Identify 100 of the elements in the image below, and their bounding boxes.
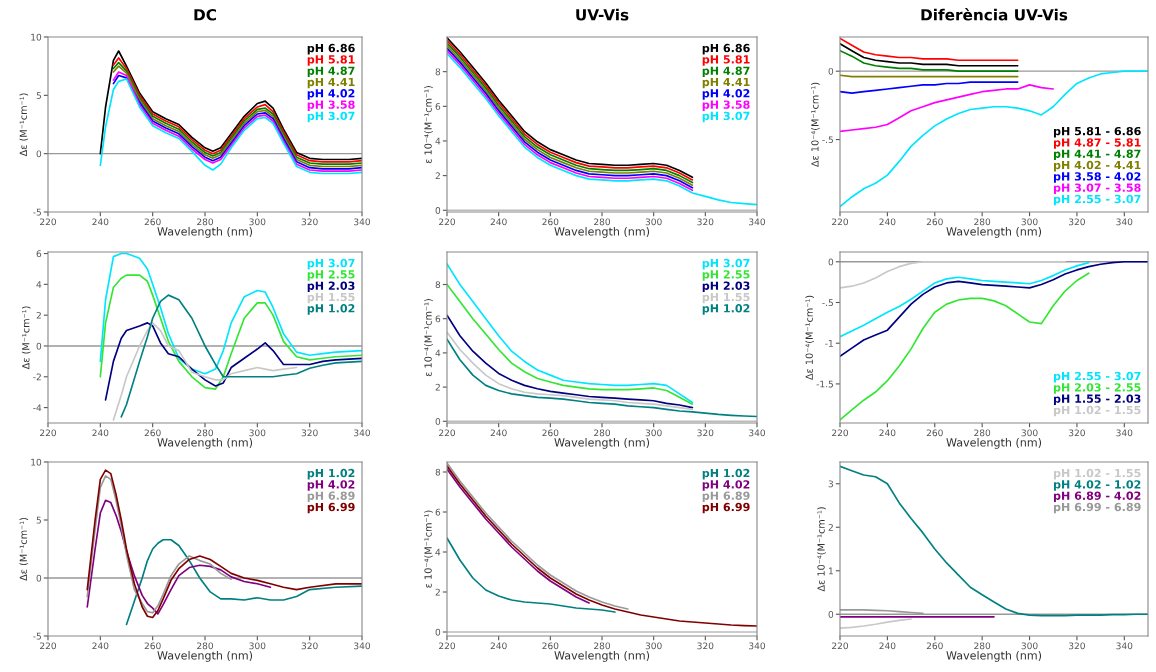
x-tick-label: 240 <box>490 642 507 650</box>
y-tick-label: 6 <box>36 250 42 258</box>
y-axis-title: ε 10⁻⁴(M⁻¹cm⁻¹) <box>424 299 433 377</box>
x-tick-label: 240 <box>92 218 109 226</box>
text: pH 6.86 <box>307 43 355 55</box>
x-tick-label: 320 <box>697 642 714 650</box>
text: pH 4.87 <box>702 66 750 78</box>
text: pH 4.02 - 1.02 <box>1053 480 1141 491</box>
y-tick-label: 0 <box>435 418 441 425</box>
x-tick-label: 320 <box>1069 642 1085 650</box>
y-tick-label: -5 <box>33 632 41 640</box>
x-tick-label: 260 <box>144 642 161 650</box>
x-tick-label: 300 <box>249 218 266 226</box>
text: pH 6.99 <box>307 502 355 514</box>
y-tick-label: 6 <box>435 508 441 516</box>
x-tick-label: 340 <box>749 218 766 226</box>
y-axis-title: Δε (M⁻¹cm⁻¹) <box>19 517 29 581</box>
y-tick-label: 2 <box>435 383 440 391</box>
text: pH 6.89 - 4.02 <box>1053 491 1141 503</box>
y-tick-label: 0 <box>435 207 441 214</box>
y-tick-label: -4 <box>33 404 42 412</box>
text: pH 3.07 - 3.58 <box>1053 183 1141 195</box>
x-tick-label: 300 <box>645 429 662 437</box>
y-tick-label: 8 <box>435 68 441 76</box>
x-tick-label: 320 <box>1069 429 1085 437</box>
x-tick-label: 280 <box>594 429 611 437</box>
x-axis-title: Wavelength (nm) <box>554 650 650 662</box>
text: pH 3.58 - 4.02 <box>1053 172 1141 183</box>
y-tick-label: 8 <box>435 281 441 289</box>
y-tick-label: 4 <box>435 137 441 145</box>
x-tick-label: 320 <box>1069 218 1085 226</box>
y-tick-label: 4 <box>435 548 441 556</box>
x-tick-label: 220 <box>832 429 849 437</box>
x-tick-label: 300 <box>1021 218 1038 226</box>
x-tick-label: 300 <box>1021 642 1038 650</box>
x-tick-label: 320 <box>301 429 318 437</box>
text: pH 4.41 <box>307 77 355 89</box>
y-tick-label: 6 <box>435 315 441 323</box>
x-tick-label: 340 <box>354 218 371 226</box>
text: pH 1.02 <box>307 468 355 480</box>
x-tick-label: 300 <box>249 642 266 650</box>
x-tick-label: 280 <box>594 218 611 226</box>
y-tick-label: 6 <box>435 103 441 110</box>
x-axis-title: Wavelength (nm) <box>946 650 1042 662</box>
text: pH 3.58 <box>702 100 750 111</box>
x-tick-label: 220 <box>832 642 849 650</box>
y-axis-title: Δε (M⁻¹cm⁻¹) <box>19 93 29 157</box>
x-tick-label: 300 <box>249 429 266 437</box>
x-tick-label: 320 <box>697 429 714 437</box>
text: pH 4.41 <box>702 77 750 89</box>
text: pH 4.02 <box>702 89 750 100</box>
y-axis-title: ε 10⁻⁴(M⁻¹cm⁻¹) <box>424 510 433 588</box>
x-tick-label: 240 <box>92 642 109 650</box>
x-tick-label: 300 <box>1021 429 1038 437</box>
x-tick-label: 340 <box>1116 429 1133 437</box>
x-axis-title: Wavelength (nm) <box>554 437 650 449</box>
x-tick-label: 320 <box>301 218 318 226</box>
x-tick-label: 220 <box>439 429 456 437</box>
y-tick-label: -1 <box>825 340 833 347</box>
x-tick-label: 340 <box>354 642 371 650</box>
y-tick-label: 2 <box>435 588 440 596</box>
x-tick-label: 260 <box>926 642 943 650</box>
text: pH 2.03 - 2.55 <box>1053 383 1141 394</box>
x-tick-label: 280 <box>197 429 214 437</box>
x-tick-label: 260 <box>926 429 943 437</box>
text: pH 5.81 - 6.86 <box>1053 126 1141 138</box>
y-axis-title: Δε 10⁻⁴(M⁻¹cm⁻¹) <box>805 295 815 381</box>
chart-title: DC <box>194 8 216 21</box>
x-tick-label: 320 <box>301 642 318 650</box>
y-axis-title: Δε 10⁻⁴(M⁻¹cm⁻¹) <box>811 82 820 168</box>
y-tick-label: 10 <box>31 33 42 41</box>
y-tick-label: 5 <box>36 92 41 99</box>
text: pH 6.89 <box>702 491 750 503</box>
y-tick-label: 4 <box>435 349 441 357</box>
x-axis-title: Wavelength (nm) <box>157 226 253 238</box>
x-tick-label: 340 <box>1116 642 1133 650</box>
chart-title: Diferència UV-Vis <box>921 8 1068 21</box>
x-tick-label: 240 <box>92 429 109 437</box>
x-tick-label: 280 <box>974 642 991 650</box>
x-tick-label: 220 <box>439 642 456 650</box>
x-tick-label: 260 <box>926 218 943 226</box>
text: pH 5.81 <box>702 55 750 66</box>
text: pH 6.86 <box>702 43 750 55</box>
y-tick-label: 5 <box>36 516 41 524</box>
y-tick-label: -.5 <box>822 136 833 144</box>
x-tick-label: 300 <box>645 218 662 226</box>
text: pH 3.07 <box>307 258 355 270</box>
x-tick-label: 260 <box>144 429 161 437</box>
x-tick-label: 240 <box>879 429 896 437</box>
y-tick-label: 0 <box>828 258 834 266</box>
y-tick-label: 0 <box>435 628 441 636</box>
y-tick-label: 0 <box>36 150 42 158</box>
x-tick-label: 280 <box>974 218 991 226</box>
x-axis-title: Wavelength (nm) <box>157 437 253 449</box>
text: pH 6.99 <box>702 502 750 514</box>
y-tick-label: 10 <box>31 458 42 466</box>
y-axis-title: ε 10⁻⁴(M⁻¹cm⁻¹) <box>424 86 433 164</box>
x-tick-label: 300 <box>645 642 662 650</box>
text: pH 1.02 <box>702 304 750 315</box>
x-tick-label: 240 <box>490 429 507 437</box>
